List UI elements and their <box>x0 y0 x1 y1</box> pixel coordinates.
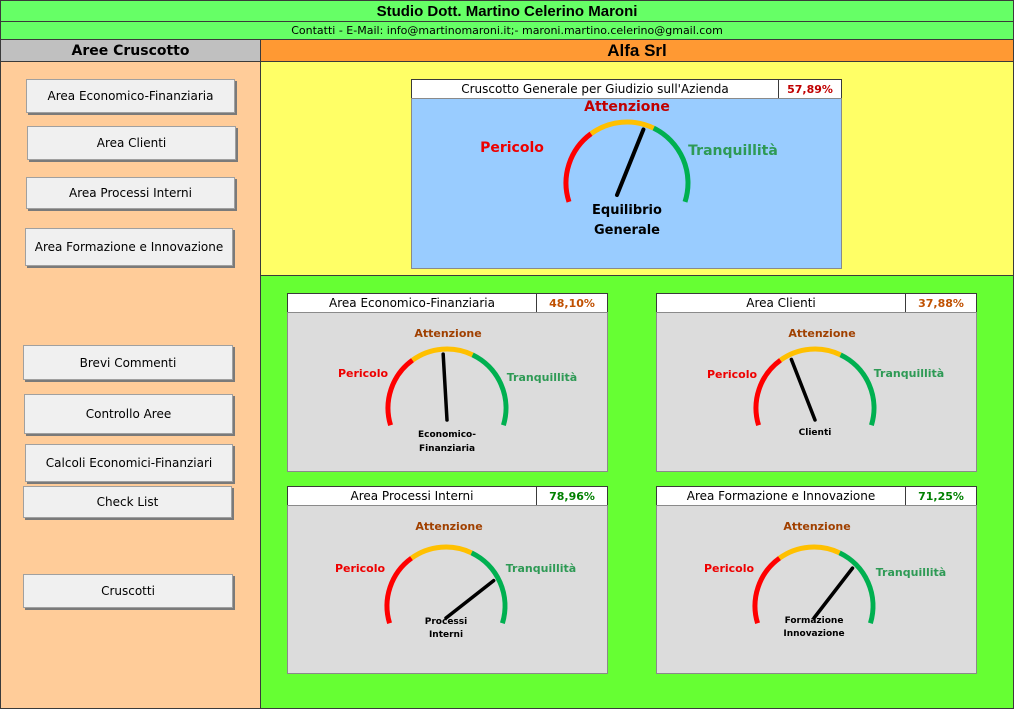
gauge-caption-line1: Equilibrio <box>592 203 662 218</box>
gauge-attention-arc <box>410 544 473 561</box>
clienti-gauge-body: Pericolo Attenzione Tranquillità Clienti <box>656 312 977 472</box>
sidebar: Area Economico-Finanziaria Area Clienti … <box>0 61 261 709</box>
gauge-needle <box>789 357 817 422</box>
gauge-calm-arc <box>470 550 508 624</box>
gauge-calm-arc <box>838 550 876 624</box>
gauge-needle <box>444 578 496 620</box>
gauge-attention-label: Attenzione <box>783 520 850 533</box>
company-name: Alfa Srl <box>607 40 667 60</box>
gauge-attention-arc <box>778 544 841 561</box>
gauge-attention-arc <box>411 346 474 363</box>
processi-gauge-header: Area Processi Interni 78,96% <box>287 486 608 506</box>
area-clienti-button[interactable]: Area Clienti <box>27 126 236 160</box>
studio-title: Studio Dott. Martino Celerino Maroni <box>376 2 638 20</box>
area-economico-finanziaria-button[interactable]: Area Economico-Finanziaria <box>26 79 235 113</box>
processi-gauge-title: Area Processi Interni <box>288 487 537 505</box>
gauge-attention-label: Attenzione <box>584 99 670 115</box>
gauge-attention-arc <box>589 119 655 136</box>
formazione-gauge-body: Pericolo Attenzione Tranquillità Formazi… <box>656 505 977 674</box>
gauge-attention-label: Attenzione <box>414 327 481 340</box>
formazione-gauge-header: Area Formazione e Innovazione 71,25% <box>656 486 977 506</box>
gauge-danger-label: Pericolo <box>707 368 758 381</box>
gauge-danger-arc <box>752 556 782 624</box>
gauge-caption-line1: Processi <box>425 617 467 627</box>
gauge-needle <box>615 127 646 197</box>
processi-gauge-percent: 78,96% <box>549 489 595 503</box>
formazione-gauge-svg: Pericolo Attenzione Tranquillità Formazi… <box>704 520 946 639</box>
company-header: Alfa Srl <box>260 39 1014 62</box>
gauge-caption-line2: Generale <box>594 223 660 238</box>
studio-title-bar: Studio Dott. Martino Celerino Maroni <box>0 0 1014 22</box>
area-formazione-innovazione-button[interactable]: Area Formazione e Innovazione <box>25 228 233 266</box>
gauge-danger-arc <box>385 358 415 426</box>
gauge-danger-label: Pericolo <box>480 140 544 156</box>
gauge-attention-label: Attenzione <box>415 520 482 533</box>
main-gauge-percent: 57,89% <box>787 82 833 96</box>
gauge-caption-line1: Clienti <box>799 428 832 438</box>
contacts-bar: Contatti - E-Mail: info@martinomaroni.it… <box>0 21 1014 40</box>
gauge-danger-arc <box>753 358 783 426</box>
clienti-gauge-title: Area Clienti <box>657 294 906 312</box>
gauge-caption-line1: Formazione <box>785 616 844 626</box>
gauge-danger-label: Pericolo <box>335 562 386 575</box>
clienti-gauge-header: Area Clienti 37,88% <box>656 293 977 313</box>
gauge-calm-label: Tranquillità <box>688 143 778 159</box>
gauge-calm-label: Tranquillità <box>506 562 576 575</box>
gauge-calm-label: Tranquillità <box>874 367 944 380</box>
gauge-calm-arc <box>652 125 691 203</box>
economico-gauge-percent: 48,10% <box>549 296 595 310</box>
sidebar-header: Aree Cruscotto <box>0 39 261 62</box>
calcoli-economici-finanziari-button[interactable]: Calcoli Economici-Finanziari <box>25 444 233 482</box>
area-gauges-panel: Area Economico-Finanziaria 48,10% Perico… <box>260 275 1014 709</box>
check-list-button[interactable]: Check List <box>23 486 232 518</box>
gauge-calm-label: Tranquillità <box>876 566 946 579</box>
clienti-gauge-svg: Pericolo Attenzione Tranquillità Clienti <box>707 327 944 438</box>
gauge-danger-label: Pericolo <box>338 367 389 380</box>
gauge-danger-label: Pericolo <box>704 562 755 575</box>
economico-gauge-title: Area Economico-Finanziaria <box>288 294 537 312</box>
main-gauge-body: Pericolo Attenzione Tranquillità Equilib… <box>411 98 842 269</box>
gauge-caption-line2: Interni <box>429 630 463 640</box>
controllo-aree-button[interactable]: Controllo Aree <box>24 394 233 434</box>
gauge-danger-arc <box>384 556 414 624</box>
sidebar-title: Aree Cruscotto <box>71 42 190 59</box>
area-processi-interni-button[interactable]: Area Processi Interni <box>26 177 235 209</box>
clienti-gauge-percent: 37,88% <box>918 296 964 310</box>
gauge-calm-arc <box>839 352 877 426</box>
gauge-caption-line2: Innovazione <box>783 629 844 639</box>
economico-gauge-header: Area Economico-Finanziaria 48,10% <box>287 293 608 313</box>
brevi-commenti-button[interactable]: Brevi Commenti <box>23 345 233 380</box>
cruscotti-button[interactable]: Cruscotti <box>23 574 233 608</box>
gauge-attention-arc <box>779 346 842 363</box>
processi-gauge-svg: Pericolo Attenzione Tranquillità Process… <box>335 520 576 640</box>
economico-gauge-svg: Pericolo Attenzione Tranquillità Economi… <box>338 327 577 454</box>
formazione-gauge-title: Area Formazione e Innovazione <box>657 487 906 505</box>
main-gauge-title: Cruscotto Generale per Giudizio sull'Azi… <box>412 80 779 98</box>
main-gauge-header: Cruscotto Generale per Giudizio sull'Azi… <box>411 79 842 99</box>
formazione-gauge-percent: 71,25% <box>918 489 964 503</box>
economico-gauge-body: Pericolo Attenzione Tranquillità Economi… <box>287 312 608 472</box>
gauge-danger-arc <box>563 131 593 203</box>
gauge-attention-label: Attenzione <box>788 327 855 340</box>
gauge-calm-arc <box>471 352 509 426</box>
gauge-needle <box>441 352 449 422</box>
gauge-caption-line2: Finanziaria <box>419 444 475 454</box>
main-gauge-panel: Cruscotto Generale per Giudizio sull'Azi… <box>260 61 1014 276</box>
main-gauge-svg: Pericolo Attenzione Tranquillità Equilib… <box>480 99 778 238</box>
gauge-caption-line1: Economico- <box>418 430 476 440</box>
contacts-text: Contatti - E-Mail: info@martinomaroni.it… <box>291 24 723 37</box>
processi-gauge-body: Pericolo Attenzione Tranquillità Process… <box>287 505 608 674</box>
gauge-needle <box>812 566 855 620</box>
gauge-calm-label: Tranquillità <box>507 371 577 384</box>
